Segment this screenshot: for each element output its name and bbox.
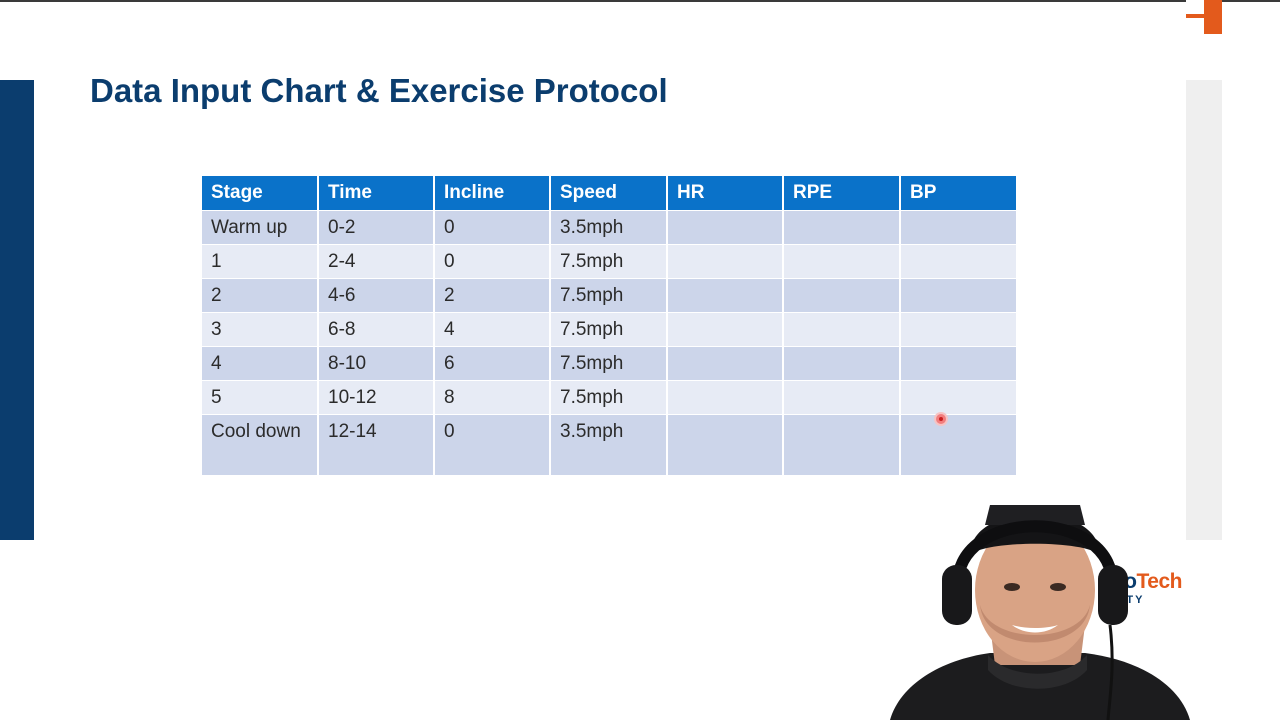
- cell-bp[interactable]: [900, 346, 1018, 381]
- cell-rpe[interactable]: [783, 278, 901, 313]
- cell-rpe[interactable]: [783, 414, 901, 475]
- cell-incline: 8: [434, 380, 551, 415]
- cell-speed: 7.5mph: [550, 312, 668, 347]
- cell-hr[interactable]: [667, 210, 784, 245]
- cell-time: 4-6: [318, 278, 435, 313]
- cell-bp[interactable]: [900, 278, 1018, 313]
- laser-pointer-icon: [936, 414, 946, 424]
- header-stage: Stage: [202, 176, 319, 211]
- cell-speed: 3.5mph: [550, 210, 668, 245]
- header-rpe: RPE: [783, 176, 901, 211]
- table-row: 2 4-6 2 7.5mph: [202, 278, 1018, 313]
- left-accent-bar: [0, 80, 34, 540]
- table-row: Warm up 0-2 0 3.5mph: [202, 210, 1018, 245]
- table-row: 1 2-4 0 7.5mph: [202, 244, 1018, 279]
- cell-rpe[interactable]: [783, 210, 901, 245]
- cell-time: 10-12: [318, 380, 435, 415]
- table-row: Cool down 12-14 0 3.5mph: [202, 414, 1018, 475]
- cell-speed: 7.5mph: [550, 244, 668, 279]
- table-row: 3 6-8 4 7.5mph: [202, 312, 1018, 347]
- table-header-row: Stage Time Incline Speed HR RPE BP: [202, 176, 1018, 211]
- cell-stage: 3: [202, 312, 319, 347]
- cell-incline: 4: [434, 312, 551, 347]
- cell-time: 0-2: [318, 210, 435, 245]
- cell-stage: 2: [202, 278, 319, 313]
- header-incline: Incline: [434, 176, 551, 211]
- cell-bp[interactable]: [900, 380, 1018, 415]
- cell-rpe[interactable]: [783, 346, 901, 381]
- header-bp: BP: [900, 176, 1018, 211]
- cell-speed: 7.5mph: [550, 346, 668, 381]
- cell-rpe[interactable]: [783, 380, 901, 415]
- cell-hr[interactable]: [667, 244, 784, 279]
- cell-time: 6-8: [318, 312, 435, 347]
- cell-stage: Warm up: [202, 210, 319, 245]
- cell-incline: 6: [434, 346, 551, 381]
- cell-bp[interactable]: [900, 414, 1018, 475]
- cell-incline: 0: [434, 244, 551, 279]
- cell-rpe[interactable]: [783, 312, 901, 347]
- corner-logo-icon: [1186, 0, 1222, 34]
- cell-speed: 7.5mph: [550, 380, 668, 415]
- slide-title: Data Input Chart & Exercise Protocol: [90, 72, 668, 109]
- webcam-presenter-icon: [890, 505, 1190, 720]
- cell-time: 8-10: [318, 346, 435, 381]
- cell-rpe[interactable]: [783, 244, 901, 279]
- cell-time: 2-4: [318, 244, 435, 279]
- cell-speed: 7.5mph: [550, 278, 668, 313]
- cell-bp[interactable]: [900, 244, 1018, 279]
- right-side-strip: [1186, 80, 1222, 540]
- cell-stage: 4: [202, 346, 319, 381]
- header-time: Time: [318, 176, 435, 211]
- cell-stage: 1: [202, 244, 319, 279]
- table-row: 4 8-10 6 7.5mph: [202, 346, 1018, 381]
- cell-hr[interactable]: [667, 278, 784, 313]
- cell-hr[interactable]: [667, 312, 784, 347]
- table-row: 5 10-12 8 7.5mph: [202, 380, 1018, 415]
- header-hr: HR: [667, 176, 784, 211]
- cell-incline: 2: [434, 278, 551, 313]
- cell-incline: 0: [434, 210, 551, 245]
- exercise-protocol-table: Stage Time Incline Speed HR RPE BP Warm …: [202, 176, 1018, 475]
- cell-bp[interactable]: [900, 312, 1018, 347]
- cell-incline: 0: [434, 414, 551, 475]
- brand-name-part2: Tech: [1136, 570, 1183, 593]
- cell-hr[interactable]: [667, 346, 784, 381]
- cell-time: 12-14: [318, 414, 435, 475]
- cell-speed: 3.5mph: [550, 414, 668, 475]
- cell-hr[interactable]: [667, 414, 784, 475]
- cell-stage: Cool down: [202, 414, 319, 475]
- cell-bp[interactable]: [900, 210, 1018, 245]
- cell-hr[interactable]: [667, 380, 784, 415]
- cell-stage: 5: [202, 380, 319, 415]
- top-border: [0, 0, 1280, 2]
- header-speed: Speed: [550, 176, 668, 211]
